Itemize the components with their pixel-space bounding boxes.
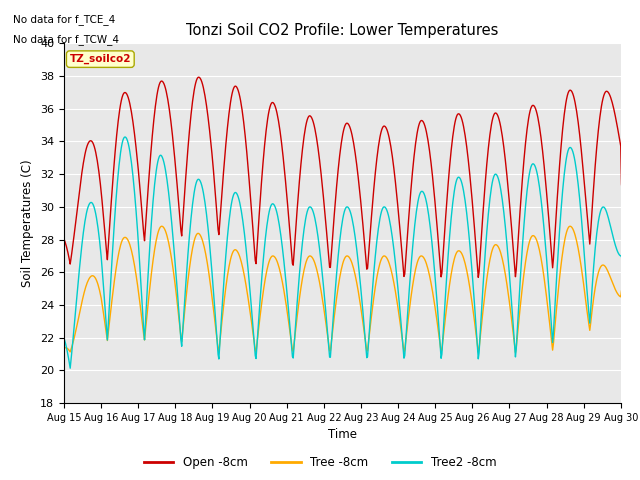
Y-axis label: Soil Temperatures (C): Soil Temperatures (C)	[22, 159, 35, 287]
Text: TZ_soilco2: TZ_soilco2	[70, 54, 131, 64]
Text: No data for f_TCE_4: No data for f_TCE_4	[13, 14, 115, 25]
Text: No data for f_TCW_4: No data for f_TCW_4	[13, 34, 119, 45]
Legend: Open -8cm, Tree -8cm, Tree2 -8cm: Open -8cm, Tree -8cm, Tree2 -8cm	[139, 452, 501, 474]
X-axis label: Time: Time	[328, 429, 357, 442]
Title: Tonzi Soil CO2 Profile: Lower Temperatures: Tonzi Soil CO2 Profile: Lower Temperatur…	[186, 23, 499, 38]
